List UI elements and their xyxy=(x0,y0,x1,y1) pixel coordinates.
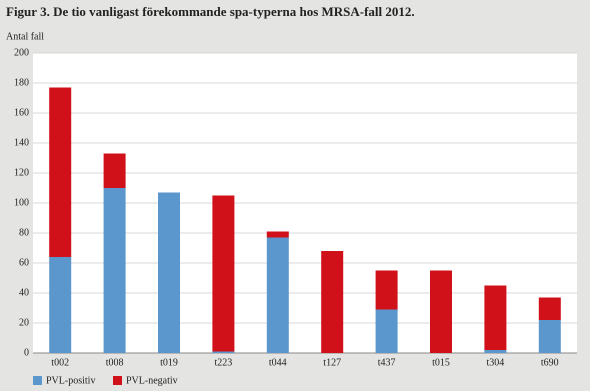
x-tick-label: t127 xyxy=(323,357,341,368)
bar-segment xyxy=(212,351,235,353)
y-tick-label: 60 xyxy=(19,257,29,268)
bar-segment xyxy=(49,87,72,257)
y-tick-label: 120 xyxy=(14,167,29,178)
bar-segment xyxy=(103,153,126,188)
bar-segment xyxy=(375,309,398,353)
bar-segment xyxy=(484,285,507,350)
y-tick-label: 80 xyxy=(19,227,29,238)
y-tick-label: 140 xyxy=(14,137,29,148)
bar-segment xyxy=(375,270,398,310)
x-tick-label: t223 xyxy=(215,357,233,368)
y-tick-label: 100 xyxy=(14,197,29,208)
y-tick-label: 0 xyxy=(24,347,29,358)
bar-segment xyxy=(538,320,561,353)
y-tick-label: 160 xyxy=(14,107,29,118)
bar-segment xyxy=(538,297,561,320)
bar-segment xyxy=(430,270,452,353)
y-tick-label: 20 xyxy=(19,317,29,328)
bar-segment xyxy=(266,237,289,353)
legend-swatch xyxy=(33,376,42,385)
bar-segment xyxy=(212,195,235,352)
x-tick-label: t019 xyxy=(160,357,178,368)
bar-segment xyxy=(266,231,289,238)
bar-segment xyxy=(321,251,344,353)
legend-label: PVL-positiv xyxy=(46,375,95,386)
y-tick-label: 200 xyxy=(14,47,29,58)
x-tick-label: t437 xyxy=(378,357,396,368)
y-tick-label: 180 xyxy=(14,77,29,88)
bar-segment xyxy=(158,192,180,353)
bar-segment xyxy=(103,188,126,353)
legend-swatch xyxy=(113,376,122,385)
x-tick-label: t002 xyxy=(51,357,69,368)
legend-label: PVL-negativ xyxy=(126,375,178,386)
y-axis-label: Antal fall xyxy=(6,31,44,42)
chart-title: Figur 3. De tio vanligast förekommande s… xyxy=(6,4,415,19)
x-tick-label: t015 xyxy=(432,357,450,368)
y-tick-label: 40 xyxy=(19,287,29,298)
x-tick-label: t304 xyxy=(487,357,505,368)
x-tick-label: t008 xyxy=(106,357,124,368)
bar-segment xyxy=(49,257,72,353)
x-tick-label: t690 xyxy=(541,357,559,368)
x-tick-label: t044 xyxy=(269,357,287,368)
bar-segment xyxy=(484,350,507,353)
